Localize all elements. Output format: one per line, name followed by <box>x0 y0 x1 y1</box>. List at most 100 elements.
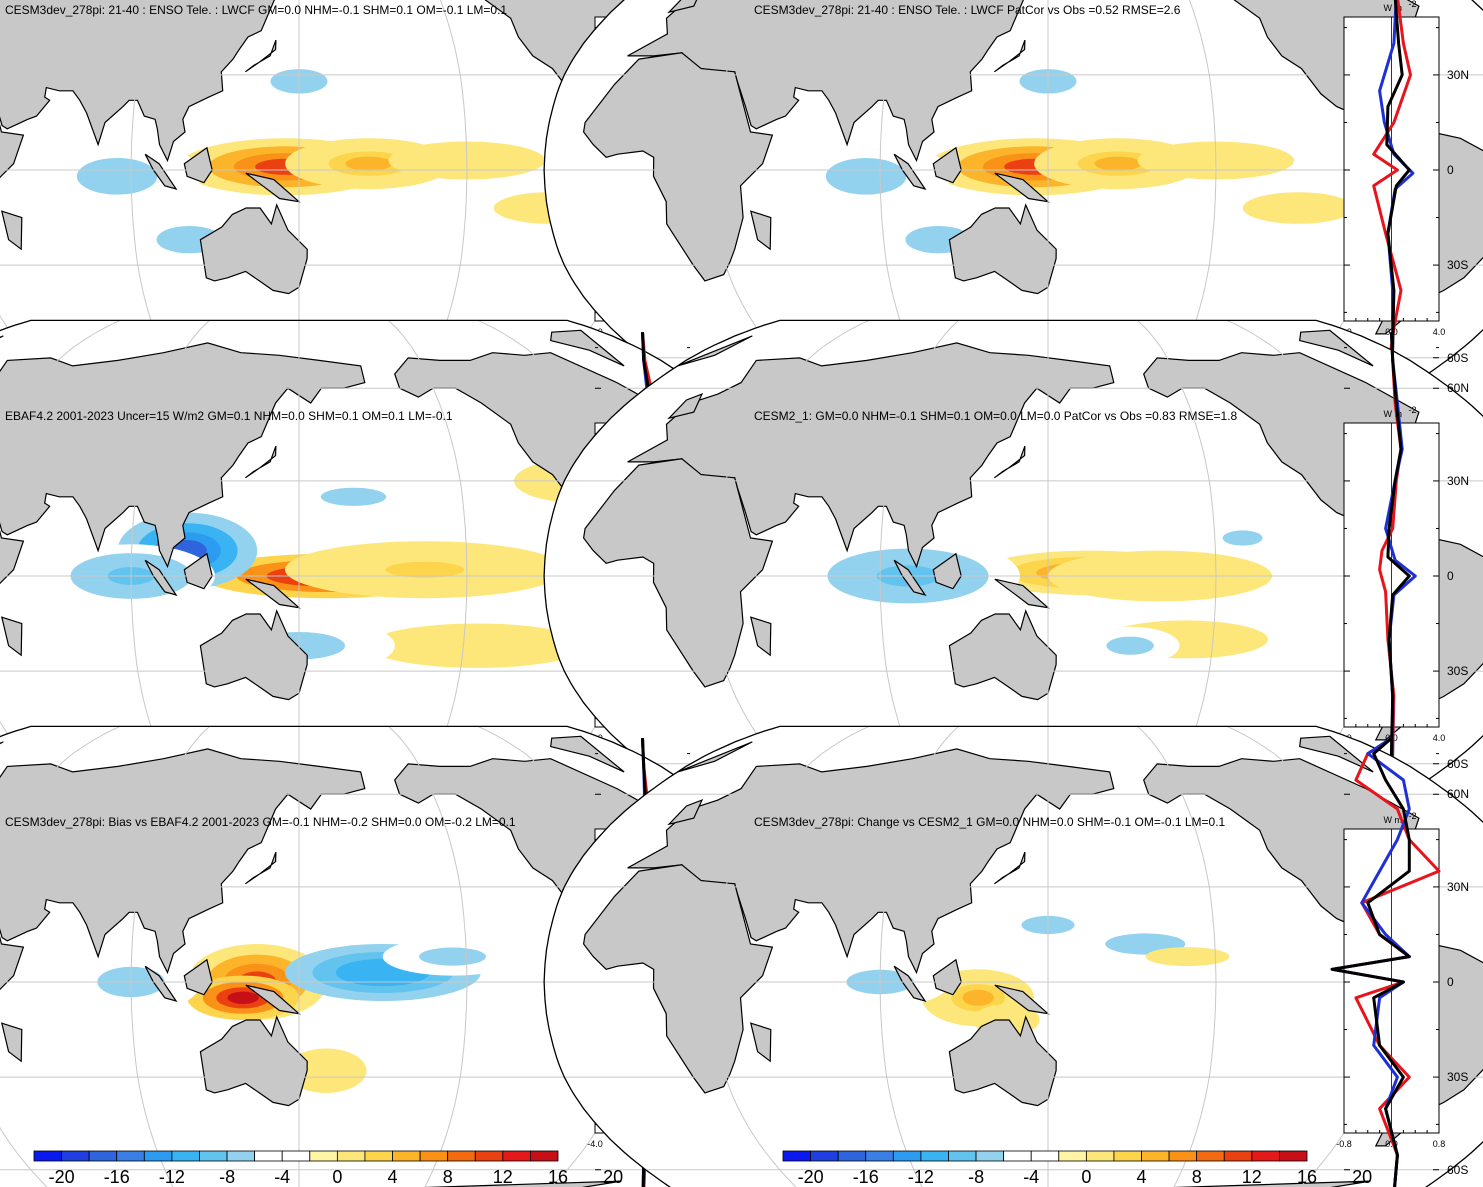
lat-label: 60S <box>1447 351 1468 365</box>
land-mass <box>183 958 213 996</box>
land-mass <box>245 39 277 73</box>
panel-title: EBAF4.2 2001-2023 Uncer=15 W/m2 GM=0.1 N… <box>5 409 453 423</box>
zonal-line-diff <box>1330 737 1411 1187</box>
land-mass <box>199 1015 308 1107</box>
anomaly-contour <box>919 231 958 248</box>
colorbar-swatch <box>782 1150 811 1162</box>
colorbar-label: -4 <box>1023 1167 1039 1187</box>
colorbar: -20 -16 -12 -8 -4 0 4 8 12 16 20 <box>33 1150 623 1187</box>
anomaly-contour <box>411 632 543 659</box>
lat-label: 30S <box>1447 1070 1468 1084</box>
colorbar-swatch <box>281 1150 311 1162</box>
colorbar-swatch <box>1003 1150 1032 1162</box>
colorbar-swatch <box>116 1150 145 1162</box>
zonal-line-diff <box>1385 0 1411 411</box>
colorbar-label: 12 <box>493 1167 513 1187</box>
map-area <box>544 0 1483 426</box>
x-tick-label: 4.0 <box>1433 327 1446 337</box>
land-mass <box>0 1022 23 1063</box>
anomaly-contour <box>433 951 472 962</box>
colorbar-swatch <box>419 1150 449 1162</box>
anomaly-contour <box>355 964 411 981</box>
colorbar-swatch <box>33 1150 62 1162</box>
lat-label: 0 <box>1447 163 1454 177</box>
unit-superscript: -2 <box>1409 0 1417 9</box>
colorbar-label: -12 <box>908 1167 934 1187</box>
colorbar-label: 8 <box>1192 1167 1202 1187</box>
longitude-line <box>711 726 870 1187</box>
land-mass <box>144 559 178 597</box>
lat-label: 30N <box>1447 68 1469 82</box>
x-tick-label: 0.0 <box>1385 1139 1398 1149</box>
zonal-mean-plot: 60N 30N 0 30S 60S -0.8 0.0 0.8 W m -2 <box>1330 736 1469 1187</box>
colorbar-label: -16 <box>104 1167 130 1187</box>
lat-label: 60S <box>1447 1163 1468 1177</box>
land-mass <box>677 741 753 773</box>
land-mass <box>144 965 178 1003</box>
anomaly-contour <box>170 231 209 248</box>
land-mass <box>994 445 1026 479</box>
x-tick-label: -4.0 <box>587 1139 603 1149</box>
anomaly-contour <box>388 1049 455 1073</box>
colorbar-swatch <box>364 1150 393 1162</box>
longitude-line <box>0 726 121 1187</box>
anomaly-contour <box>377 247 437 271</box>
land-mass <box>667 799 704 826</box>
land-mass <box>199 609 308 701</box>
colorbar-swatch <box>1030 1150 1060 1162</box>
colorbar-swatch <box>1251 1150 1280 1162</box>
colorbar: -20 -16 -12 -8 -4 0 4 8 12 16 20 <box>782 1150 1372 1187</box>
land-mass <box>948 203 1057 295</box>
land-mass <box>0 210 23 251</box>
colorbar-swatch <box>920 1150 949 1162</box>
longitude-line <box>130 726 210 1187</box>
colorbar-label: 0 <box>1081 1167 1091 1187</box>
longitude-line <box>388 726 468 1187</box>
colorbar-swatch <box>975 1150 1005 1162</box>
anomaly-contour <box>1230 533 1255 543</box>
lat-label: 60N <box>1447 787 1469 801</box>
longitude-line <box>879 726 959 1187</box>
colorbar-label: 16 <box>1297 1167 1317 1187</box>
land-mass <box>627 342 1115 569</box>
land-mass <box>1299 735 1374 773</box>
anomaly-contour <box>1126 247 1186 271</box>
anomaly-contour <box>301 1057 351 1084</box>
land-mass <box>667 393 704 420</box>
colorbar-label: -12 <box>159 1167 185 1187</box>
colorbar-label: 8 <box>443 1167 453 1187</box>
land-mass <box>183 146 213 184</box>
unit-label: W m <box>1384 815 1403 825</box>
colorbar-swatch <box>1279 1150 1308 1162</box>
x-tick-label: 0.8 <box>1433 1139 1446 1149</box>
land-mass <box>932 552 962 590</box>
lat-label: 0 <box>1447 975 1454 989</box>
map-area <box>544 726 1483 1187</box>
colorbar-swatch <box>61 1150 90 1162</box>
land-mass <box>994 39 1026 73</box>
colorbar-swatch <box>1223 1150 1253 1162</box>
lat-label: 0 <box>1447 569 1454 583</box>
colorbar-swatch <box>474 1150 504 1162</box>
land-mass <box>245 172 301 203</box>
land-mass <box>245 851 277 885</box>
colorbar-label: -20 <box>49 1167 75 1187</box>
lat-label: 60S <box>1447 757 1468 771</box>
panel-4: CESM2_1: GM=0.0 NHM=-0.1 SHM=0.1 OM=0.0 … <box>543 319 1483 833</box>
lat-label: 30S <box>1447 664 1468 678</box>
anomaly-contour <box>1162 950 1213 963</box>
colorbar-swatch <box>309 1150 338 1162</box>
land-mass <box>994 172 1050 203</box>
anomaly-contour <box>93 165 141 187</box>
land-mass <box>749 1022 772 1063</box>
colorbar-swatch <box>171 1150 200 1162</box>
panel-title: CESM3dev_278pi: Change vs CESM2_1 GM=0.0… <box>754 815 1226 829</box>
unit-label: W m <box>1384 409 1403 419</box>
lat-label: 30N <box>1447 880 1469 894</box>
anomaly-contour <box>842 165 890 187</box>
panel-title: CESM3dev_278pi: 21-40 : ENSO Tele. : LWC… <box>754 3 1181 17</box>
anomaly-contour <box>1094 156 1142 171</box>
